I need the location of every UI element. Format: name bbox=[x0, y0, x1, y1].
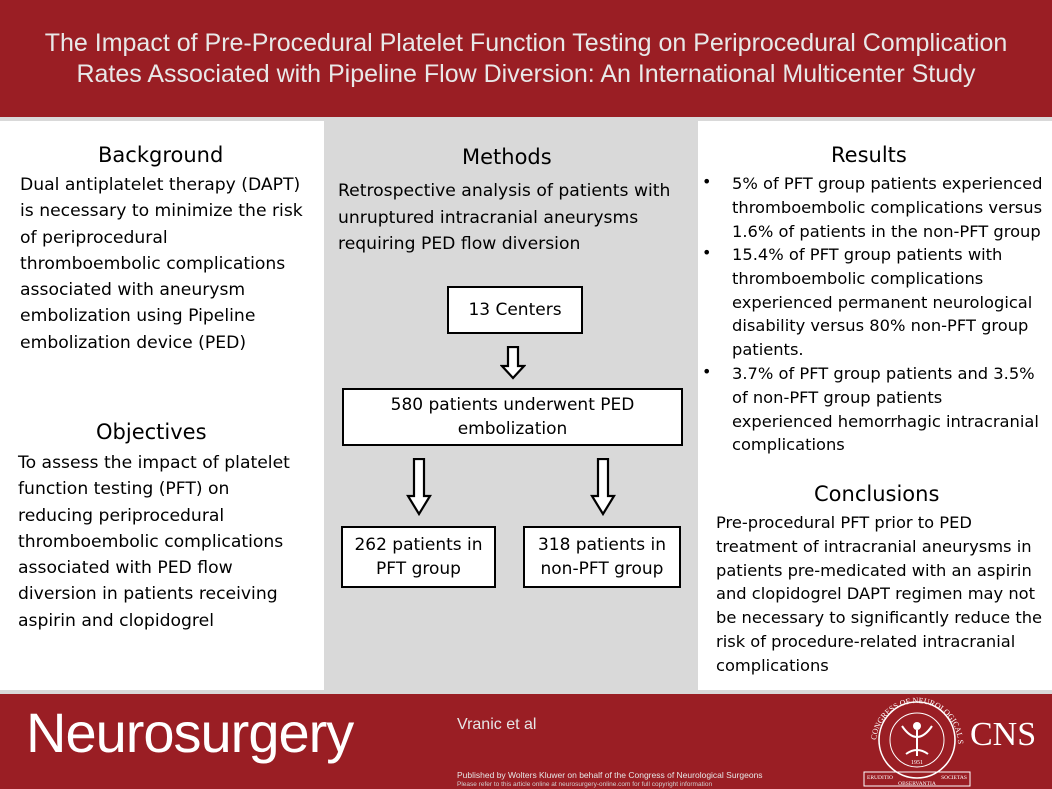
flow-nonpft-line: 318 patients in bbox=[537, 535, 667, 555]
background-line: of periprocedural bbox=[20, 227, 168, 248]
down-arrow-icon bbox=[500, 346, 526, 380]
flow-box-patients: 580 patients underwent PED embolization bbox=[342, 388, 683, 446]
flow-patients-line: 580 patients underwent PED bbox=[390, 395, 635, 415]
results-line: 1.6% of patients in the non-PFT group bbox=[732, 221, 1041, 241]
methods-line: Retrospective analysis of patients with bbox=[338, 181, 671, 201]
flow-patients-line: embolization bbox=[457, 419, 568, 439]
objectives-line: associated with PED flow bbox=[18, 558, 233, 579]
seal-motto-right: SOCIETAS bbox=[941, 775, 967, 781]
methods-heading: Methods bbox=[462, 145, 552, 169]
flow-pft-line: 262 patients in bbox=[354, 535, 483, 555]
objectives-line: To assess the impact of platelet bbox=[18, 453, 290, 473]
title-line-2: Rates Associated with Pipeline Flow Dive… bbox=[76, 59, 976, 88]
cns-logo-text: CNS bbox=[970, 716, 1037, 753]
objectives-line: diversion in patients receiving bbox=[18, 584, 278, 605]
conclusions-line: complications bbox=[716, 655, 829, 675]
poster-header: The Impact of Pre-Procedural Platelet Fu… bbox=[0, 0, 1052, 117]
background-line: embolization device (PED) bbox=[20, 332, 247, 353]
flow-box-pft: 262 patients in PFT group bbox=[341, 526, 496, 588]
results-line: 3.7% of PFT group patients and 3.5% bbox=[732, 364, 1035, 383]
methods-line: unruptured intracranial aneurysms bbox=[338, 207, 639, 228]
flow-box-centers: 13 Centers bbox=[447, 286, 583, 334]
results-text: 3.7% of PFT group patients and 3.5% of n… bbox=[732, 362, 1039, 457]
results-heading: Results bbox=[831, 143, 907, 167]
conclusions-line: and clopidogrel DAPT regimen may not bbox=[716, 584, 1036, 604]
background-line: is necessary to minimize the risk bbox=[20, 201, 303, 222]
conclusions-line: be necessary to significantly reduce the bbox=[716, 608, 1043, 628]
objectives-heading: Objectives bbox=[96, 420, 207, 444]
cns-seal-icon: CONGRESS OF NEUROLOGICAL SURGEONS 1951 E… bbox=[862, 696, 971, 787]
conclusions-text: Pre-procedural PFT prior to PED treatmen… bbox=[716, 511, 1042, 678]
results-line: thromboembolic complications versus bbox=[732, 197, 1043, 217]
results-text: 15.4% of PFT group patients with thrombo… bbox=[732, 243, 1032, 362]
seal-motto-left: ERUDITIO bbox=[867, 775, 893, 781]
objectives-line: thromboembolic complications bbox=[18, 531, 284, 552]
conclusions-line: patients pre-medicated with an aspirin bbox=[716, 560, 1032, 580]
objectives-text: To assess the impact of platelet functio… bbox=[18, 450, 290, 634]
objectives-line: aspirin and clopidogrel bbox=[18, 610, 214, 631]
background-line: embolization using Pipeline bbox=[20, 306, 256, 327]
results-line: 15.4% of PFT group patients with bbox=[732, 245, 1003, 264]
methods-text: Retrospective analysis of patients with … bbox=[338, 178, 670, 258]
flow-nonpft-line: non-PFT group bbox=[540, 559, 664, 579]
authors-label: Vranic et al bbox=[457, 716, 537, 733]
copyright-note: Please refer to this article online at n… bbox=[457, 781, 713, 788]
results-line: of non-PFT group patients bbox=[732, 387, 943, 407]
results-line: experienced hemorrhagic intracranial bbox=[732, 411, 1039, 431]
objectives-line: reducing periprocedural bbox=[18, 505, 225, 526]
flow-centers-label: 13 Centers bbox=[468, 300, 562, 320]
poster-footer: Neurosurgery Vranic et al Published by W… bbox=[0, 694, 1052, 789]
left-column: Background Dual antiplatelet therapy (DA… bbox=[0, 121, 324, 690]
right-column: Results • 5% of PFT group patients exper… bbox=[698, 121, 1052, 690]
seal-year: 1951 bbox=[911, 760, 923, 766]
background-line: associated with aneurysm bbox=[20, 280, 246, 301]
bullet-icon: • bbox=[702, 172, 712, 191]
bullet-icon: • bbox=[702, 243, 712, 262]
results-line: patients. bbox=[732, 340, 804, 360]
background-line: thromboembolic complications bbox=[20, 253, 286, 274]
background-line: Dual antiplatelet therapy (DAPT) bbox=[20, 175, 301, 195]
methods-line: requiring PED flow diversion bbox=[338, 234, 581, 254]
objectives-line: function testing (PFT) on bbox=[18, 479, 230, 500]
publisher-note: Published by Wolters Kluwer on behalf of… bbox=[457, 770, 763, 780]
journal-logo: Neurosurgery bbox=[26, 701, 354, 764]
title-line-1: The Impact of Pre-Procedural Platelet Fu… bbox=[44, 28, 1008, 57]
results-text: 5% of PFT group patients experienced thr… bbox=[732, 172, 1043, 243]
header-divider bbox=[0, 117, 1052, 121]
down-arrow-icon bbox=[590, 458, 616, 516]
flow-box-nonpft: 318 patients in non-PFT group bbox=[523, 526, 681, 588]
flow-pft-line: PFT group bbox=[376, 559, 461, 579]
results-line: complications bbox=[732, 435, 845, 455]
conclusions-line: Pre-procedural PFT prior to PED bbox=[716, 513, 972, 532]
conclusions-line: treatment of intracranial aneurysms in bbox=[716, 536, 1032, 556]
conclusions-heading: Conclusions bbox=[814, 482, 940, 506]
seal-motto-middle: OBSERVANTIA bbox=[898, 781, 936, 787]
down-arrow-icon bbox=[406, 458, 432, 516]
results-line: disability versus 80% non-PFT group bbox=[732, 316, 1029, 336]
footer-divider bbox=[0, 690, 1052, 694]
results-line: 5% of PFT group patients experienced bbox=[732, 174, 1043, 193]
background-text: Dual antiplatelet therapy (DAPT) is nece… bbox=[20, 172, 303, 356]
background-heading: Background bbox=[98, 143, 224, 167]
methods-column: Methods Retrospective analysis of patien… bbox=[324, 121, 698, 695]
bullet-icon: • bbox=[702, 362, 712, 381]
results-line: experienced permanent neurological bbox=[732, 292, 1033, 312]
conclusions-line: risk of procedure-related intracranial bbox=[716, 631, 1016, 651]
results-line: thromboembolic complications bbox=[732, 268, 984, 288]
